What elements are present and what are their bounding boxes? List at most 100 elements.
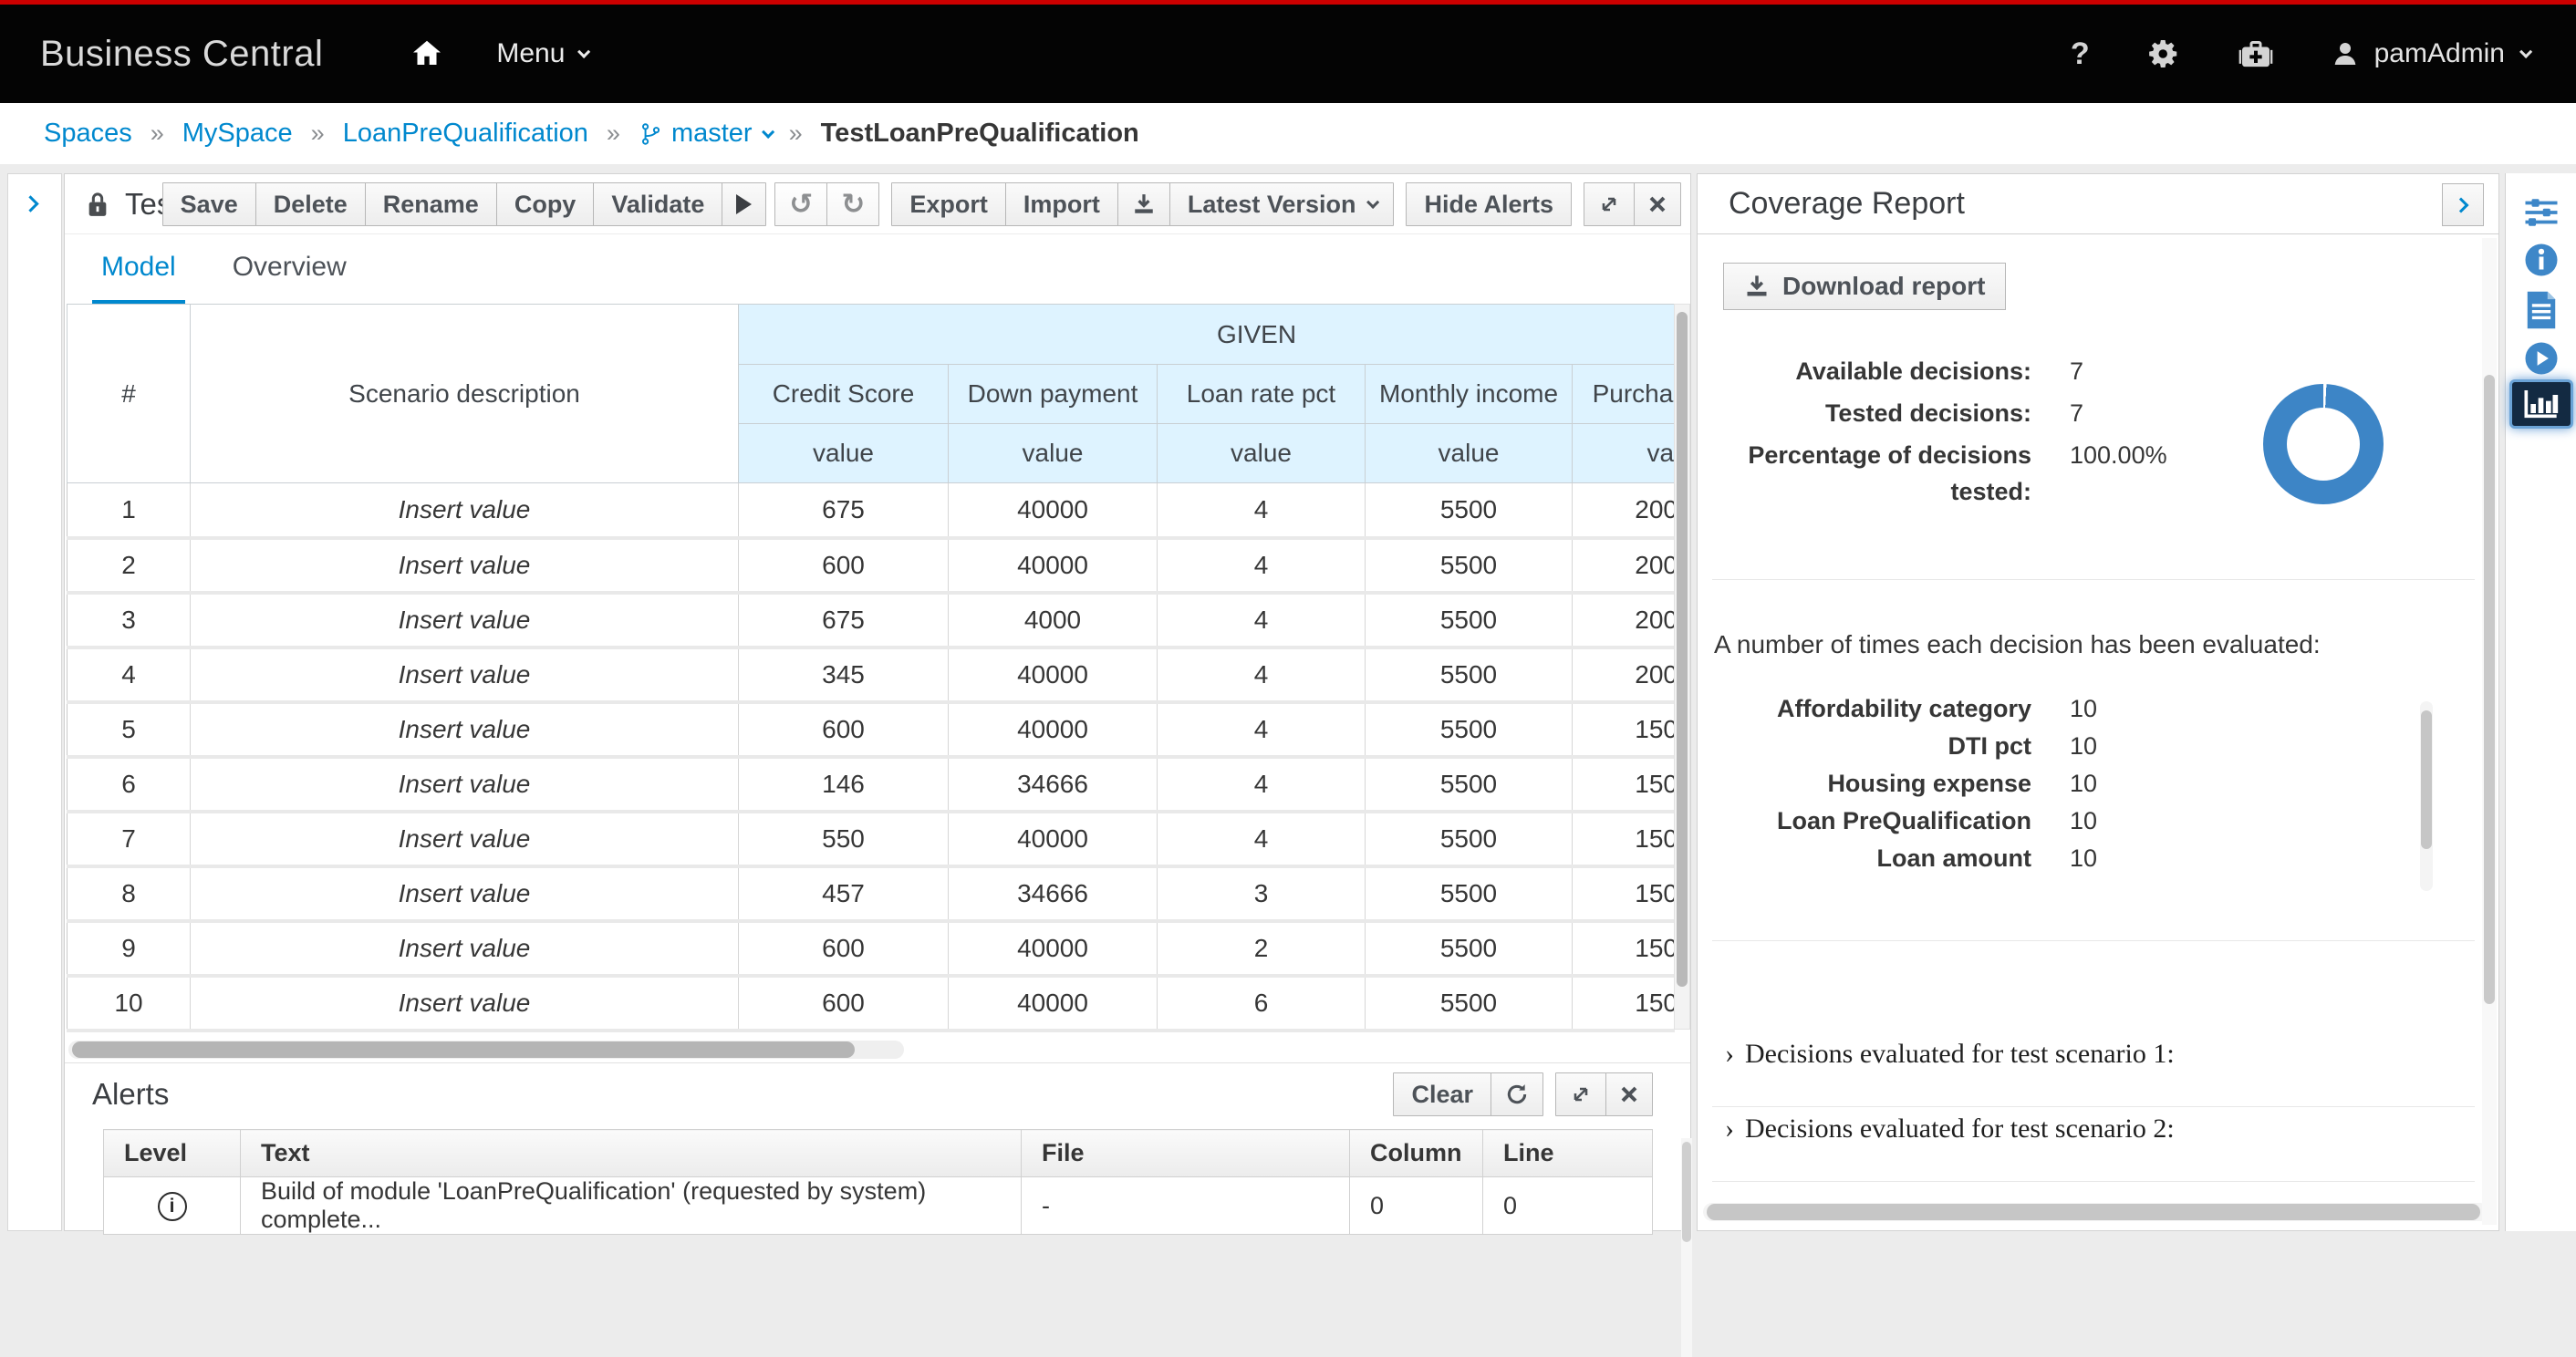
description-cell[interactable]: Insert value <box>190 920 739 978</box>
credit-cell[interactable]: 146 <box>738 756 949 813</box>
credit-cell[interactable]: 675 <box>738 482 949 540</box>
income-cell[interactable]: 5500 <box>1365 756 1573 813</box>
rate-cell[interactable]: 6 <box>1157 975 1366 1032</box>
down-cell[interactable]: 40000 <box>948 920 1158 978</box>
rate-cell[interactable]: 4 <box>1157 592 1366 649</box>
description-cell[interactable]: Insert value <box>190 865 739 923</box>
help-button[interactable]: ? <box>2070 36 2090 71</box>
purchase-cell[interactable]: 150000 <box>1572 701 1676 759</box>
given-group-header[interactable]: GIVEN <box>737 304 1676 365</box>
download-scesim-button[interactable] <box>1117 182 1170 226</box>
rate-cell[interactable]: 4 <box>1157 701 1366 759</box>
description-cell[interactable]: Insert value <box>190 701 739 759</box>
income-cell[interactable]: 5500 <box>1365 865 1573 923</box>
rate-cell[interactable]: 4 <box>1157 482 1366 540</box>
purchase-cell[interactable]: 150000 <box>1572 975 1676 1032</box>
income-cell[interactable]: 5500 <box>1365 482 1573 540</box>
col-header-number[interactable]: # <box>67 304 191 483</box>
tab-model[interactable]: Model <box>92 234 185 304</box>
description-cell[interactable]: Insert value <box>190 592 739 649</box>
description-cell[interactable]: Insert value <box>190 482 739 540</box>
col-header-loan-rate[interactable]: Loan rate pct <box>1157 364 1366 424</box>
version-dropdown[interactable]: Latest Version <box>1169 182 1395 226</box>
purchase-cell[interactable]: 150000 <box>1572 756 1676 813</box>
menu-dropdown[interactable]: Menu <box>496 38 591 69</box>
description-cell[interactable]: Insert value <box>190 811 739 868</box>
purchase-cell[interactable]: 200000 <box>1572 482 1676 540</box>
purchase-cell[interactable]: 150000 <box>1572 920 1676 978</box>
run-button[interactable] <box>722 182 767 226</box>
credit-cell[interactable]: 600 <box>738 920 949 978</box>
coverage-collapse-button[interactable] <box>2442 183 2484 226</box>
alerts-clear-button[interactable]: Clear <box>1393 1072 1491 1116</box>
alert-row[interactable]: i Build of module 'LoanPreQualification'… <box>103 1176 1653 1235</box>
scenario-1-expander[interactable]: › Decisions evaluated for test scenario … <box>1725 1039 2175 1069</box>
credit-cell[interactable]: 675 <box>738 592 949 649</box>
properties-dock-button[interactable] <box>2522 193 2560 236</box>
rate-cell[interactable]: 3 <box>1157 865 1366 923</box>
purchase-cell[interactable]: 150000 <box>1572 811 1676 868</box>
down-cell[interactable]: 40000 <box>948 482 1158 540</box>
credit-cell[interactable]: 457 <box>738 865 949 923</box>
branch-selector[interactable]: master <box>639 119 774 149</box>
rate-cell[interactable]: 4 <box>1157 647 1366 704</box>
description-cell[interactable]: Insert value <box>190 756 739 813</box>
rate-cell[interactable]: 4 <box>1157 811 1366 868</box>
breadcrumb-spaces[interactable]: Spaces <box>44 119 132 148</box>
credit-cell[interactable]: 600 <box>738 975 949 1032</box>
alerts-vertical-scrollbar[interactable] <box>1681 1138 1692 1357</box>
credit-cell[interactable]: 600 <box>738 701 949 759</box>
col-header-description[interactable]: Scenario description <box>190 304 739 483</box>
alerts-refresh-button[interactable] <box>1491 1072 1543 1116</box>
down-cell[interactable]: 34666 <box>948 865 1158 923</box>
tab-overview[interactable]: Overview <box>232 252 347 282</box>
explorer-collapse-rail[interactable] <box>7 173 62 1231</box>
expand-button[interactable] <box>1584 182 1635 226</box>
income-cell[interactable]: 5500 <box>1365 975 1573 1032</box>
income-cell[interactable]: 5500 <box>1365 811 1573 868</box>
delete-button[interactable]: Delete <box>254 182 366 226</box>
rename-button[interactable]: Rename <box>364 182 497 226</box>
col-header-purchase-price[interactable]: Purchase price <box>1571 364 1676 424</box>
value-subheader[interactable]: value <box>1365 423 1573 483</box>
value-subheader[interactable]: value <box>1571 423 1676 483</box>
scrollbar-thumb[interactable] <box>2484 375 2495 1004</box>
grid-horizontal-scrollbar[interactable] <box>68 1041 904 1059</box>
scrollbar-thumb[interactable] <box>1677 312 1688 987</box>
down-cell[interactable]: 40000 <box>948 537 1158 595</box>
decision-list-scrollbar[interactable] <box>2420 701 2433 891</box>
income-cell[interactable]: 5500 <box>1365 920 1573 978</box>
home-button[interactable] <box>410 37 443 70</box>
purchase-cell[interactable]: 200000 <box>1572 537 1676 595</box>
down-cell[interactable]: 40000 <box>948 811 1158 868</box>
scrollbar-thumb[interactable] <box>72 1041 855 1058</box>
down-cell[interactable]: 4000 <box>948 592 1158 649</box>
close-editor-button[interactable] <box>1634 182 1681 226</box>
scrollbar-thumb[interactable] <box>1707 1204 2480 1220</box>
info-dock-button[interactable] <box>2522 241 2560 284</box>
alerts-close-button[interactable] <box>1605 1072 1653 1116</box>
copy-button[interactable]: Copy <box>495 182 595 226</box>
save-button[interactable]: Save <box>161 182 256 226</box>
coverage-horizontal-scrollbar[interactable] <box>1703 1203 2489 1221</box>
credit-cell[interactable]: 600 <box>738 537 949 595</box>
breadcrumb-myspace[interactable]: MySpace <box>182 119 293 148</box>
test-runner-dock-button[interactable] <box>2522 339 2560 382</box>
credit-cell[interactable]: 345 <box>738 647 949 704</box>
export-button[interactable]: Export <box>891 182 1006 226</box>
hide-alerts-button[interactable]: Hide Alerts <box>1406 182 1572 226</box>
col-header-credit-score[interactable]: Credit Score <box>738 364 949 424</box>
user-menu[interactable]: pamAdmin <box>2331 38 2533 69</box>
description-cell[interactable]: Insert value <box>190 537 739 595</box>
scenario-2-expander[interactable]: › Decisions evaluated for test scenario … <box>1725 1114 2175 1144</box>
income-cell[interactable]: 5500 <box>1365 592 1573 649</box>
col-header-monthly-income[interactable]: Monthly income <box>1365 364 1573 424</box>
rate-cell[interactable]: 4 <box>1157 756 1366 813</box>
rate-cell[interactable]: 2 <box>1157 920 1366 978</box>
gear-icon[interactable] <box>2146 36 2181 71</box>
down-cell[interactable]: 40000 <box>948 647 1158 704</box>
validate-button[interactable]: Validate <box>593 182 723 226</box>
undo-button[interactable]: ↺ <box>774 182 828 226</box>
col-header-down-payment[interactable]: Down payment <box>948 364 1158 424</box>
import-button[interactable]: Import <box>1004 182 1118 226</box>
